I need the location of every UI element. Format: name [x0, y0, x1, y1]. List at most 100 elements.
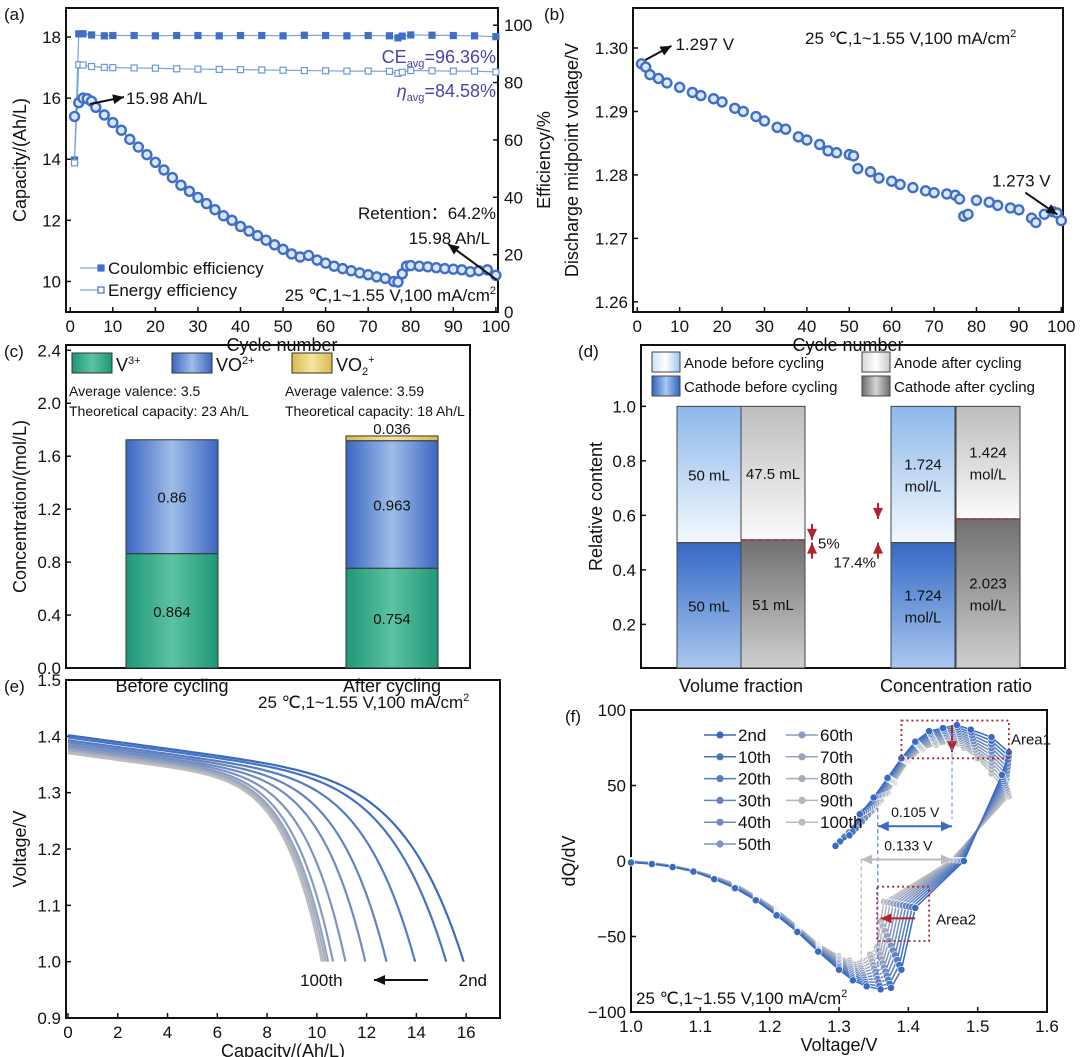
- x-tick-label: 0: [63, 1023, 72, 1042]
- data-point: [115, 124, 128, 136]
- ce-average: CEavg=96.36%: [382, 47, 496, 70]
- y-tick-label: 1.2: [37, 500, 61, 519]
- plot-frame: [65, 344, 471, 669]
- peak-label: 15.98 Ah/L: [126, 89, 207, 108]
- x-tick-label: 20: [146, 317, 165, 336]
- data-point: [100, 63, 108, 71]
- bar-value-label: 1.724 mol/L: [904, 587, 942, 626]
- data-point: [166, 171, 179, 184]
- delta-arrow-head: [873, 507, 883, 519]
- x-tick-label: 60: [316, 317, 335, 336]
- y2-tick-label: 0: [504, 303, 513, 322]
- y-tick-label: 0: [617, 852, 626, 871]
- condition-label: 25 ℃,1~1.55 V,100 mA/cm2: [258, 692, 469, 712]
- data-point: [831, 842, 840, 850]
- data-point: [845, 831, 854, 840]
- data-point: [107, 116, 119, 129]
- data-point: [869, 793, 878, 802]
- y-tick-label: 18: [42, 28, 61, 47]
- data-point: [130, 64, 138, 72]
- data-point: [364, 31, 372, 40]
- data-point: [470, 67, 479, 75]
- shift1-arrow-left-head: [877, 821, 889, 832]
- data-point: [158, 164, 170, 176]
- trend-arrow-head: [374, 975, 385, 985]
- theoretical-capacity-note: Theoretical capacity: 23 Ah/L: [69, 403, 249, 419]
- superscript: 2: [841, 988, 847, 1000]
- x-tick-label: 1.2: [758, 1017, 782, 1036]
- bar-segment: [125, 439, 219, 555]
- shift1-label: 0.105 V: [891, 804, 940, 820]
- data-point: [236, 31, 245, 40]
- y-tick-label: 0.8: [612, 452, 636, 471]
- y-tick-label: 0.0: [37, 659, 61, 678]
- superscript: 3+: [128, 355, 141, 367]
- data-point: [801, 134, 813, 146]
- data-point: [217, 210, 230, 222]
- data-point: [68, 110, 81, 123]
- data-point: [492, 33, 500, 41]
- data-point: [302, 249, 315, 262]
- data-point: [814, 947, 823, 956]
- start-arrow-head: [659, 45, 672, 56]
- y-tick-label: 1.28: [595, 166, 628, 185]
- data-point: [751, 896, 760, 905]
- legend-label: Anode after cycling: [894, 355, 1022, 372]
- data-point: [173, 65, 181, 73]
- average-valence-note: Average valence: 3.59: [285, 383, 424, 399]
- y2-axis-label: Efficiency/%: [534, 111, 554, 209]
- cathode-bar: [740, 539, 806, 669]
- shift2-arrow-right-head: [941, 854, 953, 865]
- panel-label: (a): [4, 5, 25, 24]
- end-label: 1.273 V: [992, 172, 1051, 191]
- y-tick-label: 16: [42, 89, 61, 108]
- discharge-curve-100th: [67, 752, 323, 962]
- x-tick-label: 40: [797, 317, 816, 336]
- panel-label: (e): [4, 677, 25, 696]
- series-energy-efficiency: [70, 61, 500, 167]
- x-tick-label: 50: [274, 317, 293, 336]
- plot-frame: [632, 7, 1064, 313]
- legend-label: 70th: [820, 748, 853, 767]
- bar-stack-after-cycling: 0.754 0.963 0.036: [345, 421, 439, 669]
- legend-label: 40th: [738, 813, 771, 832]
- data-point: [268, 239, 281, 251]
- x-tick-label: 1.4: [897, 1017, 921, 1036]
- y-tick-label: 0.4: [37, 606, 61, 625]
- data-point: [911, 903, 920, 912]
- data-point: [151, 64, 159, 72]
- area2-box: [876, 885, 931, 942]
- start-label: 1.297 V: [675, 35, 734, 54]
- legend-marker: [716, 818, 724, 826]
- discharge-curve-90th: [67, 751, 325, 962]
- y2-tick-label: 20: [504, 246, 523, 265]
- y-tick-label: 1.3: [37, 784, 61, 803]
- data-point: [716, 96, 728, 108]
- data-point: [813, 138, 826, 151]
- y-axis-label: Discharge midpoint voltage/V: [562, 43, 582, 277]
- legend-label: Anode before cycling: [684, 355, 824, 372]
- data-point: [470, 32, 479, 40]
- data-point: [855, 810, 864, 819]
- peak-arrow-head: [112, 94, 124, 105]
- curve-line: [630, 736, 1008, 974]
- data-point: [258, 31, 266, 40]
- x-tick-label: 70: [359, 317, 378, 336]
- bar-group-volume-fraction: 50 mL 50 mL 47.5 mL 51 mL 5%: [676, 405, 840, 669]
- y-tick-label: 1.6: [37, 447, 61, 466]
- y-tick-label: 1.26: [595, 293, 628, 312]
- legend-label: VO2+: [336, 354, 375, 378]
- data-point: [407, 66, 415, 75]
- dqdv-curve-60th: [627, 733, 1011, 977]
- data-point: [758, 115, 771, 127]
- data-point: [793, 928, 802, 936]
- bar-group-concentration-ratio: 1.724 mol/L 1.724 mol/L 1.424 mol/L 2.023 mol/L…: [833, 405, 1021, 669]
- data-point: [407, 31, 415, 39]
- data-point: [98, 109, 111, 121]
- legend-marker: [798, 731, 806, 739]
- data-point: [852, 162, 864, 175]
- data-point: [750, 110, 762, 123]
- plot-frame: [65, 7, 499, 313]
- x-tick-label: 60: [882, 317, 901, 336]
- data-point: [998, 771, 1006, 779]
